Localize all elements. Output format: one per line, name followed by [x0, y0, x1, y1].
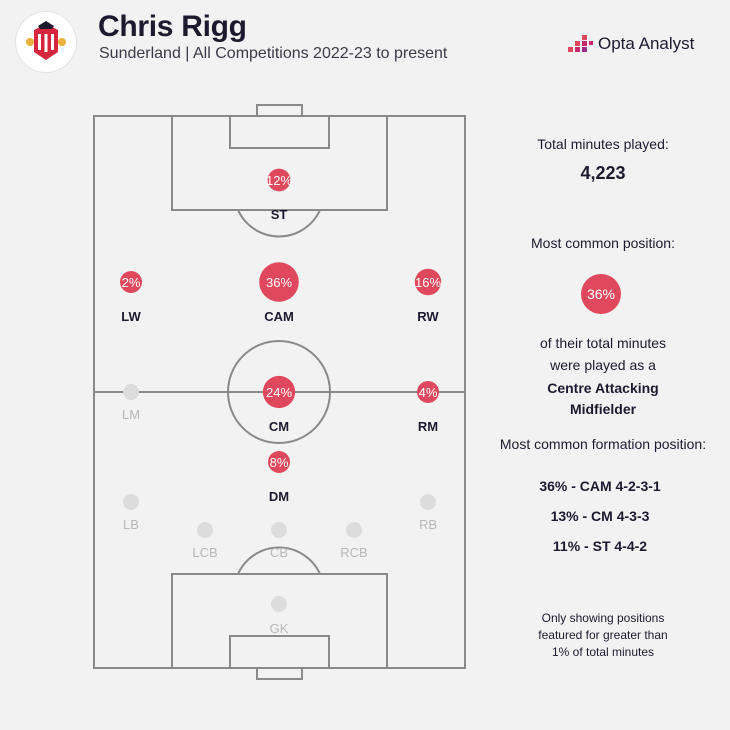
brand-name: Opta Analyst	[598, 34, 695, 53]
bottom-penalty-arc	[237, 546, 321, 575]
top-six-yard-box	[229, 115, 330, 149]
position-value-cm: 24%	[266, 385, 292, 400]
common-position-label: Most common position:	[531, 235, 675, 251]
position-label-rb: RB	[419, 517, 437, 532]
page-subtitle: Sunderland | All Competitions 2022-23 to…	[99, 45, 448, 62]
position-name-line2: Midfielder	[569, 401, 637, 417]
common-position-pct: 36%	[581, 274, 621, 314]
position-label-cam: CAM	[264, 309, 294, 324]
position-label-dm: DM	[269, 489, 289, 504]
player-name: Chris Rigg	[98, 10, 247, 43]
position-bubble-dm	[268, 451, 290, 473]
formation-label: Most common formation position:	[499, 436, 707, 452]
position-label-lcb: LCB	[192, 545, 217, 560]
position-bubble-gk	[271, 596, 287, 612]
opta-logo-icon	[568, 35, 593, 52]
position-label-lw: LW	[121, 309, 141, 324]
position-label-rm: RM	[418, 419, 438, 434]
position-label-st: ST	[271, 207, 288, 222]
note-line3: 1% of total minutes	[551, 645, 655, 659]
position-bubble-rcb	[346, 522, 362, 538]
position-value-cam: 36%	[266, 275, 292, 290]
position-bubble-rb	[420, 494, 436, 510]
centre-circle	[227, 340, 331, 444]
position-bubble-st	[267, 168, 291, 192]
position-bubble-lb	[123, 494, 139, 510]
position-bubble-cam	[259, 262, 299, 302]
position-label-rw: RW	[417, 309, 439, 324]
position-bubble-cm	[262, 375, 296, 409]
position-label-lb: LB	[123, 517, 139, 532]
position-bubble-lw	[120, 271, 142, 293]
note-line2: featured for greater than	[538, 628, 668, 642]
formation-line: 36% - CAM 4-2-3-1	[539, 478, 661, 494]
note-line1: Only showing positions	[541, 611, 665, 625]
position-label-rcb: RCB	[340, 545, 367, 560]
club-crest-icon	[26, 21, 66, 60]
top-penalty-arc	[237, 209, 321, 238]
total-minutes-value: 4,223	[580, 163, 626, 183]
position-bubble-cb	[271, 522, 287, 538]
total-minutes-label: Total minutes played:	[537, 136, 669, 152]
position-label-lm: LM	[122, 407, 140, 422]
position-bubble-rm	[417, 381, 439, 403]
position-bubble-rw	[414, 268, 442, 296]
position-bubble-lm	[123, 384, 139, 400]
pitch-markings	[93, 104, 466, 680]
position-bubble-lcb	[197, 522, 213, 538]
formation-line: 11% - ST 4-4-2	[552, 538, 648, 554]
top-goal	[256, 104, 303, 117]
position-value-lw: 2%	[122, 275, 141, 290]
club-crest	[16, 12, 76, 72]
position-value-rw: 16%	[415, 275, 441, 290]
brand-logo: Opta Analyst	[568, 34, 694, 54]
position-label-cb: CB	[270, 545, 288, 560]
bottom-six-yard-box	[229, 635, 330, 669]
position-value-st: 12%	[266, 173, 292, 188]
top-penalty-box	[171, 115, 388, 211]
position-value-dm: 8%	[270, 455, 289, 470]
minutes-text-line2: were played as a	[550, 357, 656, 373]
bottom-goal	[256, 667, 303, 680]
minutes-text-line1: of their total minutes	[539, 335, 667, 351]
position-label-gk: GK	[270, 621, 289, 636]
formation-line: 13% - CM 4-3-3	[550, 508, 650, 524]
position-label-cm: CM	[269, 419, 289, 434]
position-name-line1: Centre Attacking	[547, 380, 659, 396]
position-value-rm: 4%	[419, 385, 438, 400]
